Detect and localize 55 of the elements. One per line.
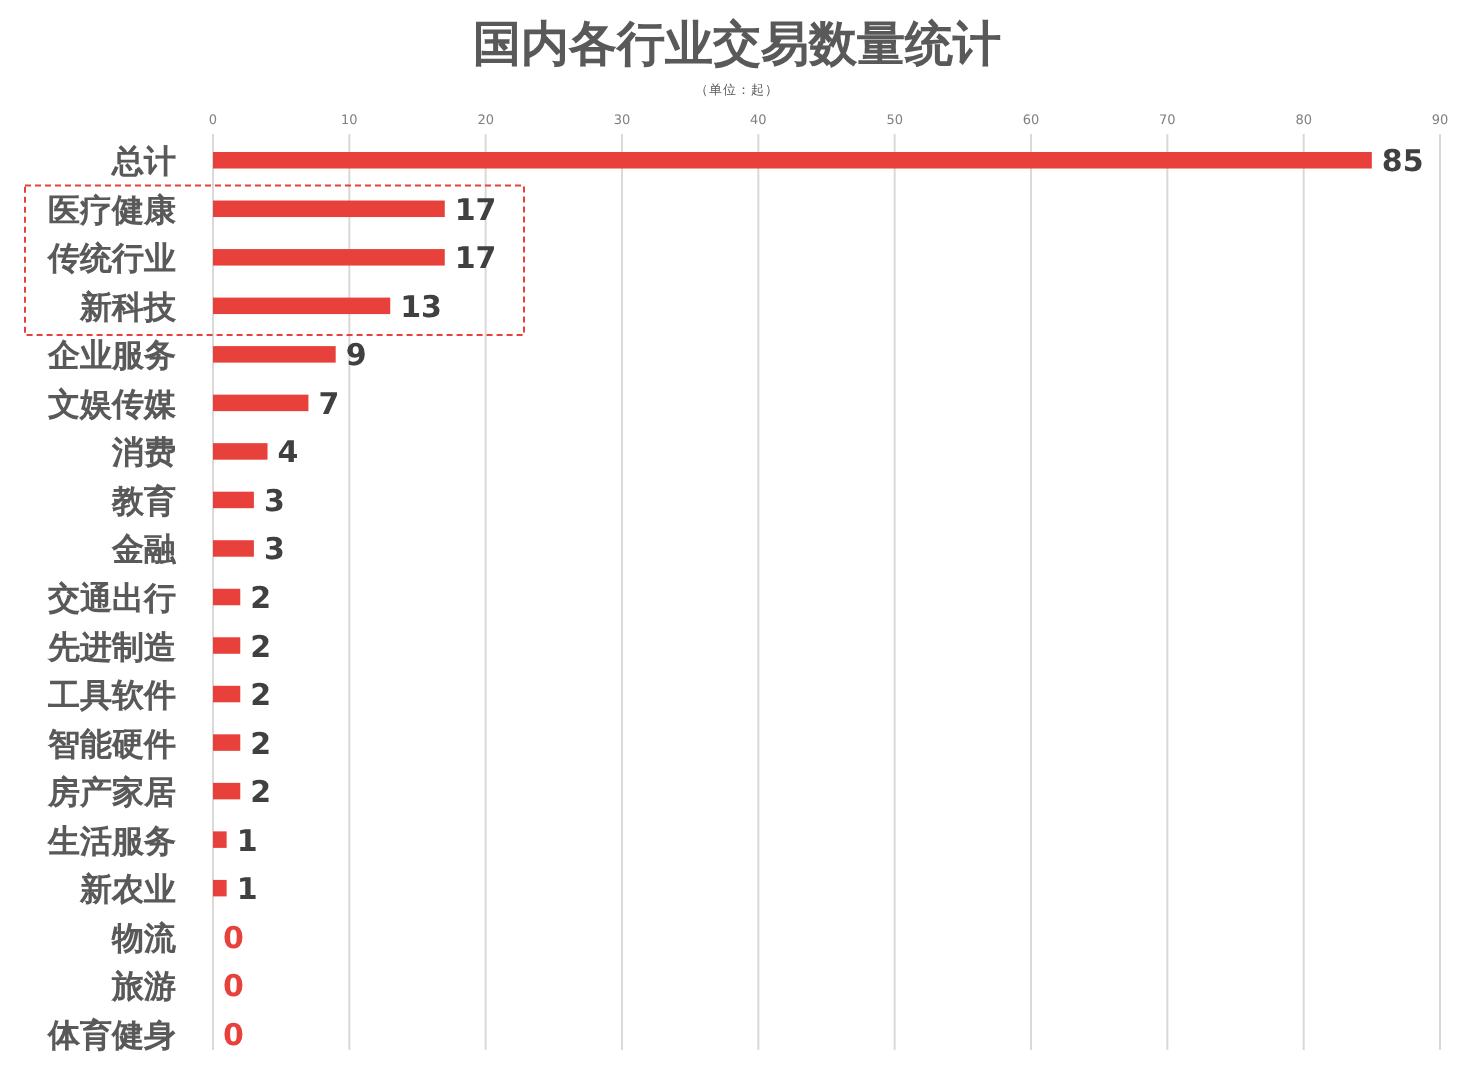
bar bbox=[213, 394, 309, 412]
data-label: 2 bbox=[250, 774, 272, 811]
chart-title: 国内各行业交易数量统计 bbox=[473, 16, 1001, 72]
bar bbox=[213, 734, 241, 751]
y-tick-label: 消费 bbox=[110, 433, 176, 472]
data-label: 85 bbox=[1381, 143, 1424, 180]
bar bbox=[213, 879, 227, 897]
data-label: 0 bbox=[223, 968, 244, 1005]
data-label: 2 bbox=[250, 677, 272, 714]
data-label: 7 bbox=[318, 385, 340, 422]
bar bbox=[213, 540, 254, 557]
y-tick-label: 新农业 bbox=[78, 870, 176, 909]
data-label: 13 bbox=[400, 288, 442, 325]
y-tick-label: 体育健身 bbox=[46, 1015, 176, 1054]
data-label: 1 bbox=[236, 822, 258, 859]
data-label: 17 bbox=[454, 240, 497, 277]
data-label: 2 bbox=[250, 725, 272, 762]
bar bbox=[213, 443, 268, 460]
bar bbox=[213, 588, 241, 606]
data-label: 2 bbox=[250, 580, 272, 616]
y-tick-label: 生活服务 bbox=[46, 821, 176, 860]
data-label: 0 bbox=[223, 1016, 244, 1053]
y-tick-label: 先进制造 bbox=[46, 627, 178, 666]
data-label: 17 bbox=[454, 191, 497, 228]
y-tick-label: 医疗健康 bbox=[48, 190, 178, 229]
bar bbox=[213, 346, 336, 363]
bar bbox=[213, 491, 254, 509]
bar bbox=[213, 685, 241, 703]
bar bbox=[213, 297, 391, 315]
bar bbox=[213, 831, 227, 848]
bar bbox=[213, 637, 241, 654]
y-tick-label: 企业服务 bbox=[46, 336, 176, 375]
y-tick-label: 交通出行 bbox=[46, 579, 176, 617]
data-label: 4 bbox=[277, 434, 299, 471]
y-tick-label: 物流 bbox=[110, 918, 178, 957]
data-label: 2 bbox=[250, 628, 272, 665]
bar bbox=[213, 200, 445, 218]
y-tick-label: 金融 bbox=[110, 530, 178, 569]
y-tick-label: 新科技 bbox=[78, 287, 178, 326]
data-label: 9 bbox=[345, 337, 367, 374]
data-label: 0 bbox=[223, 919, 244, 956]
y-tick-label: 旅游 bbox=[110, 967, 176, 1006]
y-tick-label: 工具软件 bbox=[46, 676, 176, 715]
data-label: 3 bbox=[263, 531, 285, 568]
bar bbox=[213, 249, 445, 266]
bar bbox=[213, 782, 241, 800]
y-tick-label: 智能硬件 bbox=[46, 724, 176, 763]
y-tick-label: 总计 bbox=[110, 142, 176, 181]
data-label: 1 bbox=[236, 871, 258, 908]
bar bbox=[213, 152, 1372, 169]
y-tick-label: 教育 bbox=[110, 481, 176, 520]
y-tick-label: 文娱传媒 bbox=[46, 384, 178, 423]
y-tick-label: 房产家居 bbox=[46, 773, 176, 812]
y-tick-label: 传统行业 bbox=[46, 239, 176, 278]
data-label: 3 bbox=[263, 482, 285, 519]
